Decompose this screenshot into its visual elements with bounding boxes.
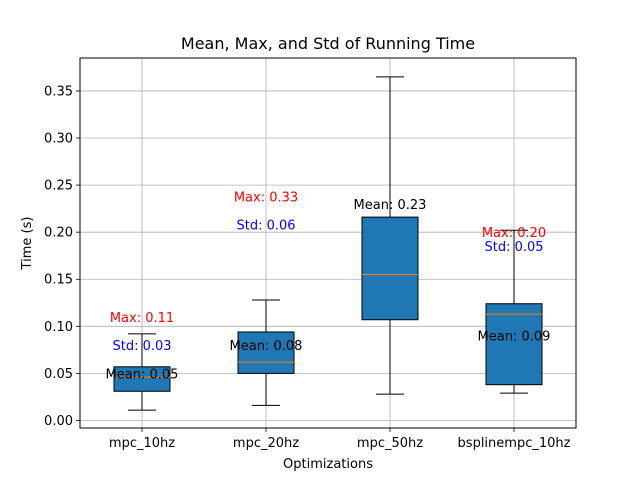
iqr-box bbox=[485, 303, 543, 386]
x-axis: mpc_10hz mpc_20hz mpc_50hz bsplinempc_10hz bbox=[109, 428, 571, 451]
y-axis-label: Time (s) bbox=[20, 217, 35, 271]
box-bsplinempc_10hz bbox=[485, 229, 543, 394]
y-tick-label: 0.10 bbox=[44, 320, 73, 335]
iqr-box bbox=[361, 216, 419, 321]
y-tick-label: 0.20 bbox=[44, 226, 73, 241]
annotations: Max: 0.11 Std: 0.03 Mean: 0.05 Max: 0.33 Std… bbox=[106, 190, 551, 382]
mean-annotation: Mean: 0.08 bbox=[230, 339, 303, 354]
chart-title: Mean, Max, and Std of Running Time bbox=[181, 34, 475, 53]
iqr-box bbox=[237, 331, 295, 374]
y-tick-label: 0.00 bbox=[44, 414, 73, 429]
mean-annotation: Mean: 0.09 bbox=[478, 330, 551, 345]
y-tick-label: 0.15 bbox=[44, 273, 73, 288]
std-annotation: Std: 0.05 bbox=[484, 240, 543, 255]
y-tick-label: 0.35 bbox=[44, 84, 73, 99]
x-axis-label: Optimizations bbox=[283, 457, 373, 472]
x-tick-label: mpc_10hz bbox=[109, 436, 175, 451]
box-plot-series bbox=[113, 76, 543, 411]
mean-annotation: Mean: 0.23 bbox=[354, 198, 427, 213]
max-annotation: Max: 0.11 bbox=[110, 311, 174, 326]
x-tick-label: mpc_50hz bbox=[357, 436, 423, 451]
box-mpc_10hz bbox=[113, 333, 171, 411]
std-annotation: Std: 0.03 bbox=[112, 339, 171, 354]
box-mpc_50hz bbox=[361, 76, 419, 395]
plot-frame bbox=[79, 57, 577, 429]
box-mpc_20hz bbox=[237, 299, 295, 406]
y-axis: 0.00 0.05 0.10 0.15 0.20 0.25 0.30 0.35 bbox=[44, 84, 80, 429]
x-tick-label: mpc_20hz bbox=[233, 436, 299, 451]
max-annotation: Max: 0.20 bbox=[482, 226, 546, 241]
x-tick-label: bsplinempc_10hz bbox=[458, 436, 571, 451]
y-tick-label: 0.25 bbox=[44, 179, 73, 194]
mean-annotation: Mean: 0.05 bbox=[106, 367, 179, 382]
std-annotation: Std: 0.06 bbox=[236, 219, 295, 234]
y-tick-label: 0.30 bbox=[44, 132, 73, 147]
max-annotation: Max: 0.33 bbox=[234, 190, 298, 205]
iqr-box bbox=[113, 366, 171, 392]
y-tick-label: 0.05 bbox=[44, 367, 73, 382]
